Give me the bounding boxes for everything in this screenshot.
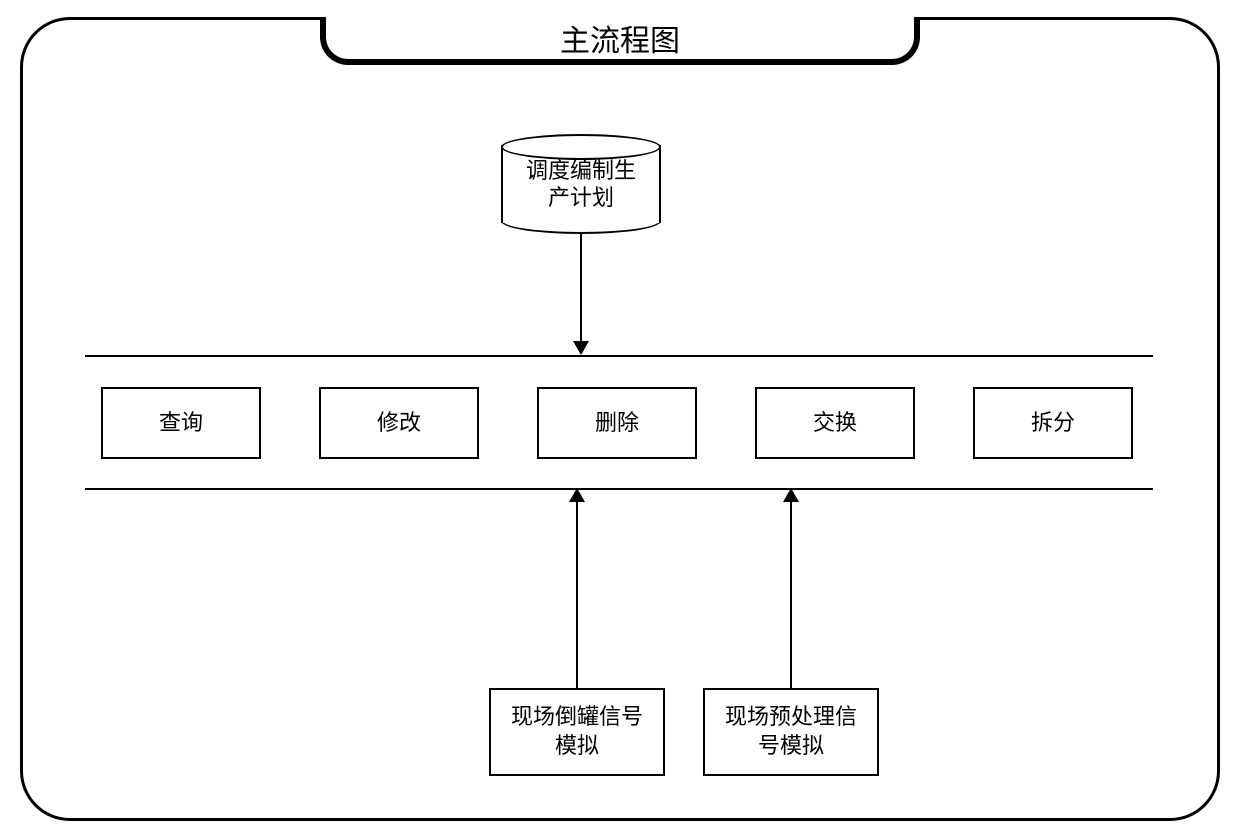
node-op_split: 拆分: [973, 387, 1133, 459]
node-op_query: 查询: [101, 387, 261, 459]
node-op_delete: 删除: [537, 387, 697, 459]
diagram-canvas: 调度编制生 产计划查询修改删除交换拆分现场倒罐信号 模拟现场预处理信 号模拟: [23, 20, 1217, 818]
node-label: 调度编制生 产计划: [501, 134, 661, 234]
node-op_modify: 修改: [319, 387, 479, 459]
lane-line: [85, 488, 1153, 490]
node-sim_pour: 现场倒罐信号 模拟: [489, 688, 665, 776]
lane-line: [85, 355, 1153, 357]
node-sim_pre: 现场预处理信 号模拟: [703, 688, 879, 776]
diagram-frame: 主流程图 调度编制生 产计划查询修改删除交换拆分现场倒罐信号 模拟现场预处理信 …: [20, 17, 1220, 821]
node-op_swap: 交换: [755, 387, 915, 459]
node-source_db: 调度编制生 产计划: [501, 134, 661, 234]
